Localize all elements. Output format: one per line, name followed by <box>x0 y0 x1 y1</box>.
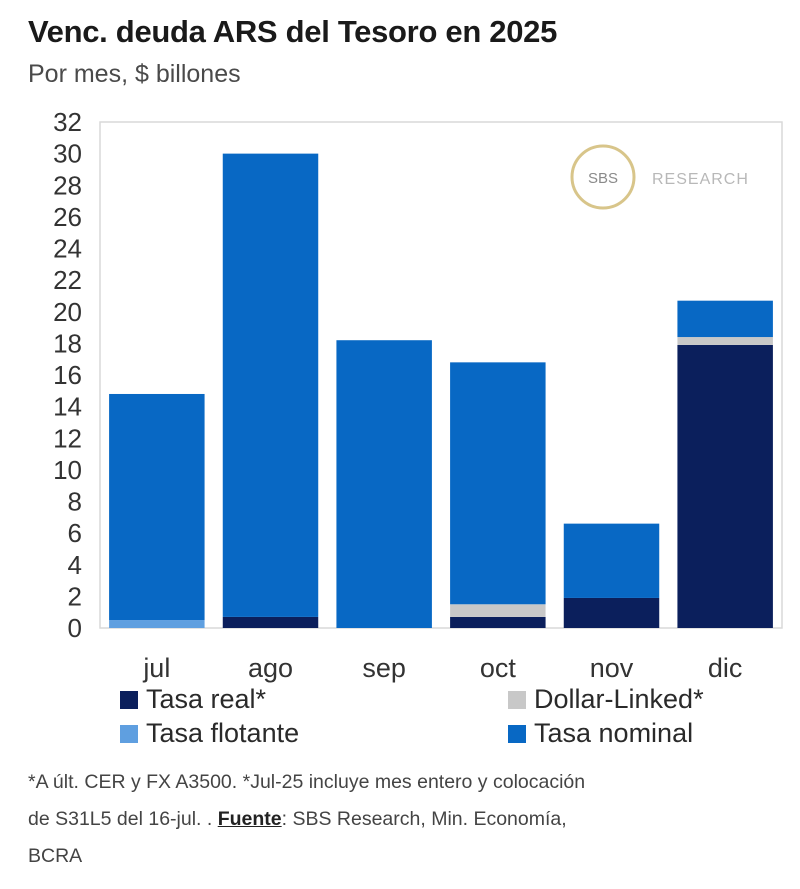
footnote-line-3: BCRA <box>28 845 83 867</box>
x-tick-label-nov: nov <box>590 653 634 683</box>
bar-oct-dollar-linked <box>450 604 546 617</box>
x-tick-label-sep: sep <box>362 653 406 683</box>
legend-swatch-dollar-linked <box>508 690 526 709</box>
y-tick-label: 4 <box>68 550 82 580</box>
bar-dic-tasa-real <box>677 344 773 628</box>
y-tick-label: 30 <box>53 139 82 169</box>
bar-nov-tasa-real <box>563 597 660 628</box>
footnote: *A últ. CER y FX A3500. *Jul-25 incluye … <box>28 764 768 875</box>
y-tick-label: 0 <box>68 613 82 643</box>
bar-nov-tasa-nominal <box>563 523 660 598</box>
plot-frame <box>99 121 783 629</box>
bar-dic-dollar-linked <box>677 337 773 345</box>
y-tick-label: 8 <box>68 487 82 517</box>
bar-jul-tasa-nominal <box>109 393 205 621</box>
y-tick-label: 12 <box>53 423 82 453</box>
footnote-line-2-pre: de S31L5 del 16-jul. . <box>28 808 218 830</box>
y-tick-label: 2 <box>68 581 82 611</box>
footnote-source-label: Fuente <box>217 808 282 830</box>
y-tick-label: 18 <box>53 328 82 358</box>
sbs-logo-text: RESEARCH <box>652 171 749 188</box>
footnote-line-2-post: : SBS Research, Min. Economía, <box>281 808 567 830</box>
bar-oct-tasa-nominal <box>450 362 546 605</box>
legend-item-tasa-flotante: Tasa flotante <box>120 718 299 749</box>
y-tick-label: 32 <box>53 107 82 137</box>
sbs-research-logo: SBS RESEARCH <box>570 144 749 210</box>
footnote-line-2: de S31L5 del 16-jul. . Fuente: SBS Resea… <box>28 801 768 838</box>
y-tick-label: 10 <box>53 455 82 485</box>
bar-oct-tasa-real <box>450 616 546 628</box>
legend-item-tasa-real: Tasa real* <box>120 684 266 715</box>
x-tick-label-oct: oct <box>480 653 517 683</box>
y-tick-label: 26 <box>53 202 82 232</box>
y-tick-label: 14 <box>53 392 82 422</box>
footnote-line-1: *A últ. CER y FX A3500. *Jul-25 incluye … <box>28 771 586 793</box>
legend-label-tasa-real: Tasa real* <box>146 684 267 714</box>
legend-label-tasa-nominal: Tasa nominal <box>534 718 694 748</box>
legend-label-dollar-linked: Dollar-Linked* <box>534 684 704 714</box>
y-tick-label: 16 <box>53 360 82 390</box>
sbs-logo-ring <box>570 144 636 210</box>
y-tick-label: 28 <box>53 170 82 200</box>
y-tick-label: 20 <box>53 297 82 327</box>
x-tick-label-jul: jul <box>142 653 170 683</box>
legend-swatch-tasa-flotante <box>120 724 138 743</box>
x-tick-label-dic: dic <box>708 653 743 683</box>
legend-label-tasa-flotante: Tasa flotante <box>146 718 300 748</box>
legend: Tasa real* Dollar-Linked* Tasa flotante … <box>120 684 760 754</box>
legend-item-tasa-nominal: Tasa nominal <box>508 718 693 749</box>
bar-jul-tasa-flotante <box>109 620 205 628</box>
bar-dic-tasa-nominal <box>677 300 773 338</box>
y-tick-label: 24 <box>53 234 82 264</box>
bar-ago-tasa-nominal <box>222 153 319 617</box>
legend-item-dollar-linked: Dollar-Linked* <box>508 684 704 715</box>
y-tick-label: 22 <box>53 265 82 295</box>
legend-swatch-tasa-real <box>120 690 138 709</box>
bar-sep-tasa-nominal <box>336 340 432 628</box>
legend-swatch-tasa-nominal <box>508 724 526 743</box>
y-tick-label: 6 <box>68 518 82 548</box>
chart-subtitle: Por mes, $ billones <box>28 60 241 88</box>
x-tick-label-ago: ago <box>248 653 293 683</box>
bar-ago-tasa-real <box>222 616 319 628</box>
chart-title: Venc. deuda ARS del Tesoro en 2025 <box>28 14 558 49</box>
sbs-logo-badge: SBS <box>588 170 618 187</box>
